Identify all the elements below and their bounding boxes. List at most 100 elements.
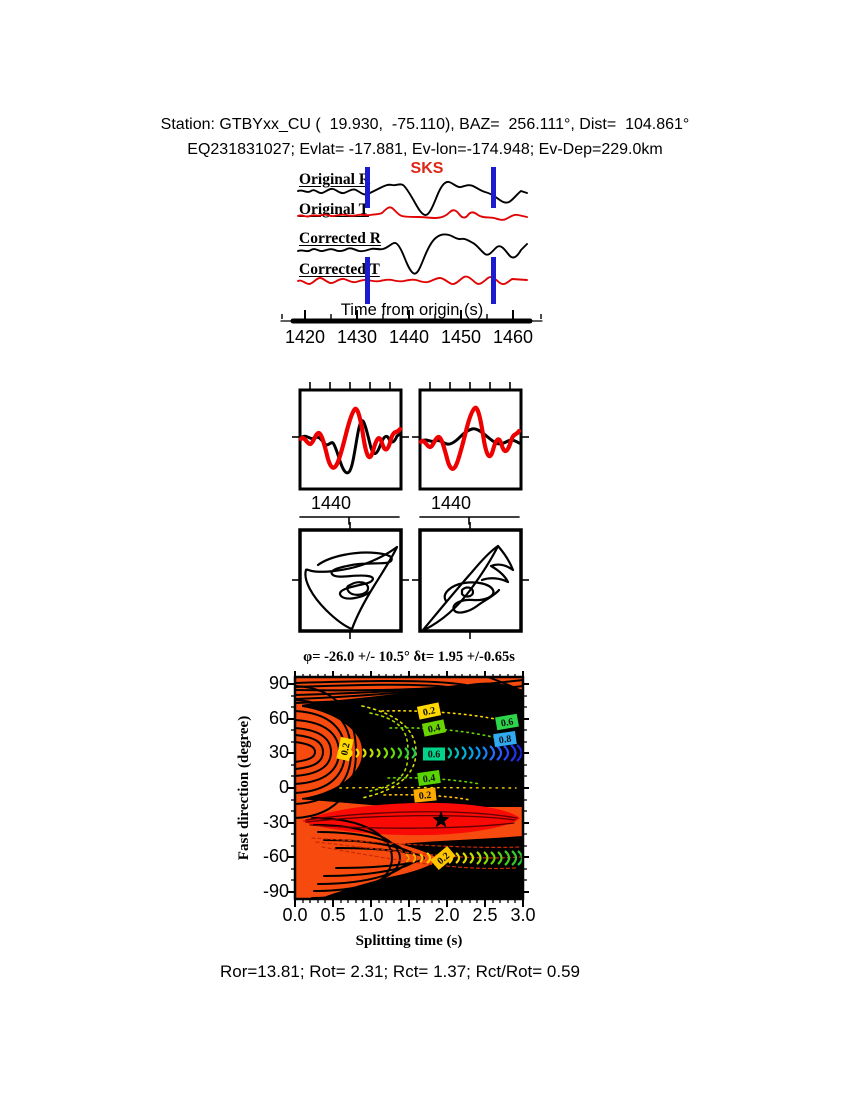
label-bg: [421, 719, 447, 737]
trace-label-original-r: Original R: [299, 171, 371, 188]
trace-corrected-t: [297, 275, 528, 286]
cont-ytick-60: 60: [268, 708, 289, 728]
trace-corrected-r: [297, 233, 528, 275]
color-contour-arcs: [369, 748, 374, 758]
contour-line: [313, 824, 401, 892]
comparison-slow-right: [418, 405, 522, 471]
particle-svg: [292, 522, 529, 639]
label-bg: [417, 770, 441, 786]
contour-line: [294, 685, 524, 704]
label-bg: [336, 736, 354, 762]
color-contour-arcs: [404, 747, 410, 759]
contour-line: [294, 727, 332, 777]
contour-line: [294, 683, 449, 692]
comp-tick-1440-right: 1440: [430, 493, 472, 513]
color-contour-arcs: [383, 747, 389, 759]
cont-ytick-m60: -60: [262, 846, 289, 866]
quality-stats: Ror=13.81; Rot= 2.31; Rct= 1.37; Rct/Rot…: [219, 962, 581, 981]
label-text: 0.6: [500, 716, 514, 729]
cont-xtick-15: 1.5: [396, 905, 422, 925]
cont-ytick-30: 30: [268, 742, 289, 762]
particle-motion-right-top: [480, 544, 515, 584]
best-solution-star: [432, 811, 450, 828]
trace-label-corrected-r: Corrected R: [299, 230, 381, 247]
color-contour-arcs: [376, 748, 381, 758]
trace-original-r: [297, 180, 528, 216]
time-tick-1440: 1440: [388, 327, 430, 347]
contour-line: [487, 676, 524, 693]
particle-motion-left-inner: [346, 581, 370, 596]
label-text: 0.6: [428, 750, 441, 761]
color-contour-arcs: [426, 852, 432, 864]
comparison-svg: [292, 382, 529, 525]
dotted-contour: [389, 727, 498, 739]
color-contour-arcs: [405, 853, 410, 863]
color-contour-arcs: [489, 745, 496, 761]
window-marker: [365, 167, 370, 208]
contour-line: [294, 685, 357, 819]
particle-motion-left-loops: [316, 551, 393, 600]
lens-inner-line: [309, 822, 515, 829]
time-tick-1420: 1420: [284, 327, 326, 347]
contour-level-label: 0.2: [413, 787, 437, 803]
label-text: 0.4: [422, 773, 436, 786]
comparison-sub-axis: [299, 516, 520, 525]
comparison-slow-left: [298, 406, 403, 470]
particle-motion-right-loops: [443, 581, 501, 614]
color-contour-arcs: [397, 747, 403, 759]
color-contour-arcs: [461, 746, 467, 760]
trace-original-t: [297, 206, 528, 221]
contour-x-axis-label: Splitting time (s): [355, 933, 463, 949]
cont-xtick-05: 0.5: [320, 905, 346, 925]
color-contour-arcs: [511, 850, 518, 866]
label-text: 0.2: [422, 705, 437, 718]
cont-ytick-m90: -90: [262, 881, 289, 901]
color-contour-arcs: [468, 746, 474, 760]
cont-xtick-20: 2.0: [434, 905, 460, 925]
label-bg: [430, 845, 456, 871]
label-bg: [423, 747, 445, 761]
color-contour-arcs: [362, 748, 367, 758]
label-bg: [416, 702, 442, 720]
cont-ytick-90: 90: [268, 673, 289, 693]
cont-xtick-25: 2.5: [472, 905, 498, 925]
color-contour-arcs: [447, 747, 453, 759]
color-contour-arcs: [497, 851, 503, 865]
waveform-svg: [280, 167, 543, 324]
trace-label-original-t: Original T: [299, 201, 369, 218]
color-contour-arcs: [475, 746, 481, 760]
color-contour-arcs: [516, 744, 523, 762]
comp-tick-1440-left: 1440: [310, 493, 352, 513]
window-marker: [491, 257, 496, 304]
lens-fan-line: [321, 846, 517, 870]
contour-level-label: 0.8: [493, 731, 517, 747]
time-tick-1450: 1450: [440, 327, 482, 347]
time-tick-1460: 1460: [492, 327, 534, 347]
label-bg: [413, 787, 437, 803]
time-tick-1430: 1430: [336, 327, 378, 347]
color-contour-arcs: [454, 747, 460, 759]
color-contour-arcs: [412, 853, 417, 863]
lens-fan-line: [311, 837, 522, 848]
contour-level-label: 0.4: [421, 719, 447, 737]
contour-svg: 0.20.40.60.60.80.40.20.20.2: [287, 671, 529, 907]
color-contour-arcs: [496, 745, 503, 761]
cont-xtick-00: 0.0: [282, 905, 308, 925]
color-contour-arcs: [510, 744, 517, 762]
color-contour-arcs: [455, 852, 461, 864]
color-contour-arcs: [419, 853, 424, 863]
color-contour-arcs: [476, 851, 482, 865]
station-title: Station: GTBYxx_CU ( 19.930, -75.110), B…: [160, 116, 690, 133]
label-bg: [493, 731, 517, 747]
cont-xtick-30: 3.0: [510, 905, 536, 925]
contour-level-label: 0.2: [416, 702, 442, 720]
contour-line: [294, 734, 324, 770]
label-bg: [495, 713, 519, 731]
color-contour-arcs: [504, 850, 511, 866]
phase-label: SKS: [410, 160, 444, 177]
color-contour-arcs: [482, 746, 488, 760]
label-text: 0.2: [418, 790, 432, 802]
color-contour-arcs: [462, 852, 468, 864]
cont-ytick-0: 0: [278, 777, 289, 797]
splitting-result-title: φ= -26.0 +/- 10.5° δt= 1.95 +/-0.65s: [303, 649, 515, 665]
